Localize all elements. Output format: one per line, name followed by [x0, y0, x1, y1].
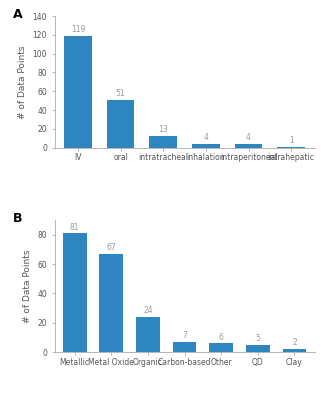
Bar: [107, 100, 134, 148]
Text: 51: 51: [116, 89, 126, 98]
Text: 67: 67: [107, 243, 116, 252]
Text: 7: 7: [182, 331, 187, 340]
Bar: [209, 343, 233, 352]
Text: 24: 24: [143, 306, 153, 315]
Y-axis label: # of Data Points: # of Data Points: [18, 45, 27, 119]
Text: 1: 1: [289, 136, 293, 145]
Bar: [64, 36, 92, 148]
Text: 5: 5: [256, 334, 260, 343]
Text: 119: 119: [71, 25, 85, 34]
Bar: [246, 345, 270, 352]
Bar: [100, 254, 123, 352]
Bar: [149, 136, 177, 148]
Text: 13: 13: [159, 125, 168, 134]
Bar: [63, 234, 87, 352]
Text: A: A: [13, 8, 22, 21]
Bar: [173, 342, 196, 352]
Bar: [277, 147, 305, 148]
Text: 4: 4: [246, 134, 251, 142]
Text: 2: 2: [292, 338, 297, 348]
Bar: [136, 317, 160, 352]
Bar: [282, 349, 306, 352]
Text: 4: 4: [204, 134, 208, 142]
Y-axis label: # of Data Points: # of Data Points: [22, 249, 32, 323]
Bar: [235, 144, 262, 148]
Text: 6: 6: [219, 333, 224, 342]
Text: B: B: [13, 212, 22, 225]
Text: 81: 81: [70, 223, 80, 232]
Bar: [192, 144, 220, 148]
